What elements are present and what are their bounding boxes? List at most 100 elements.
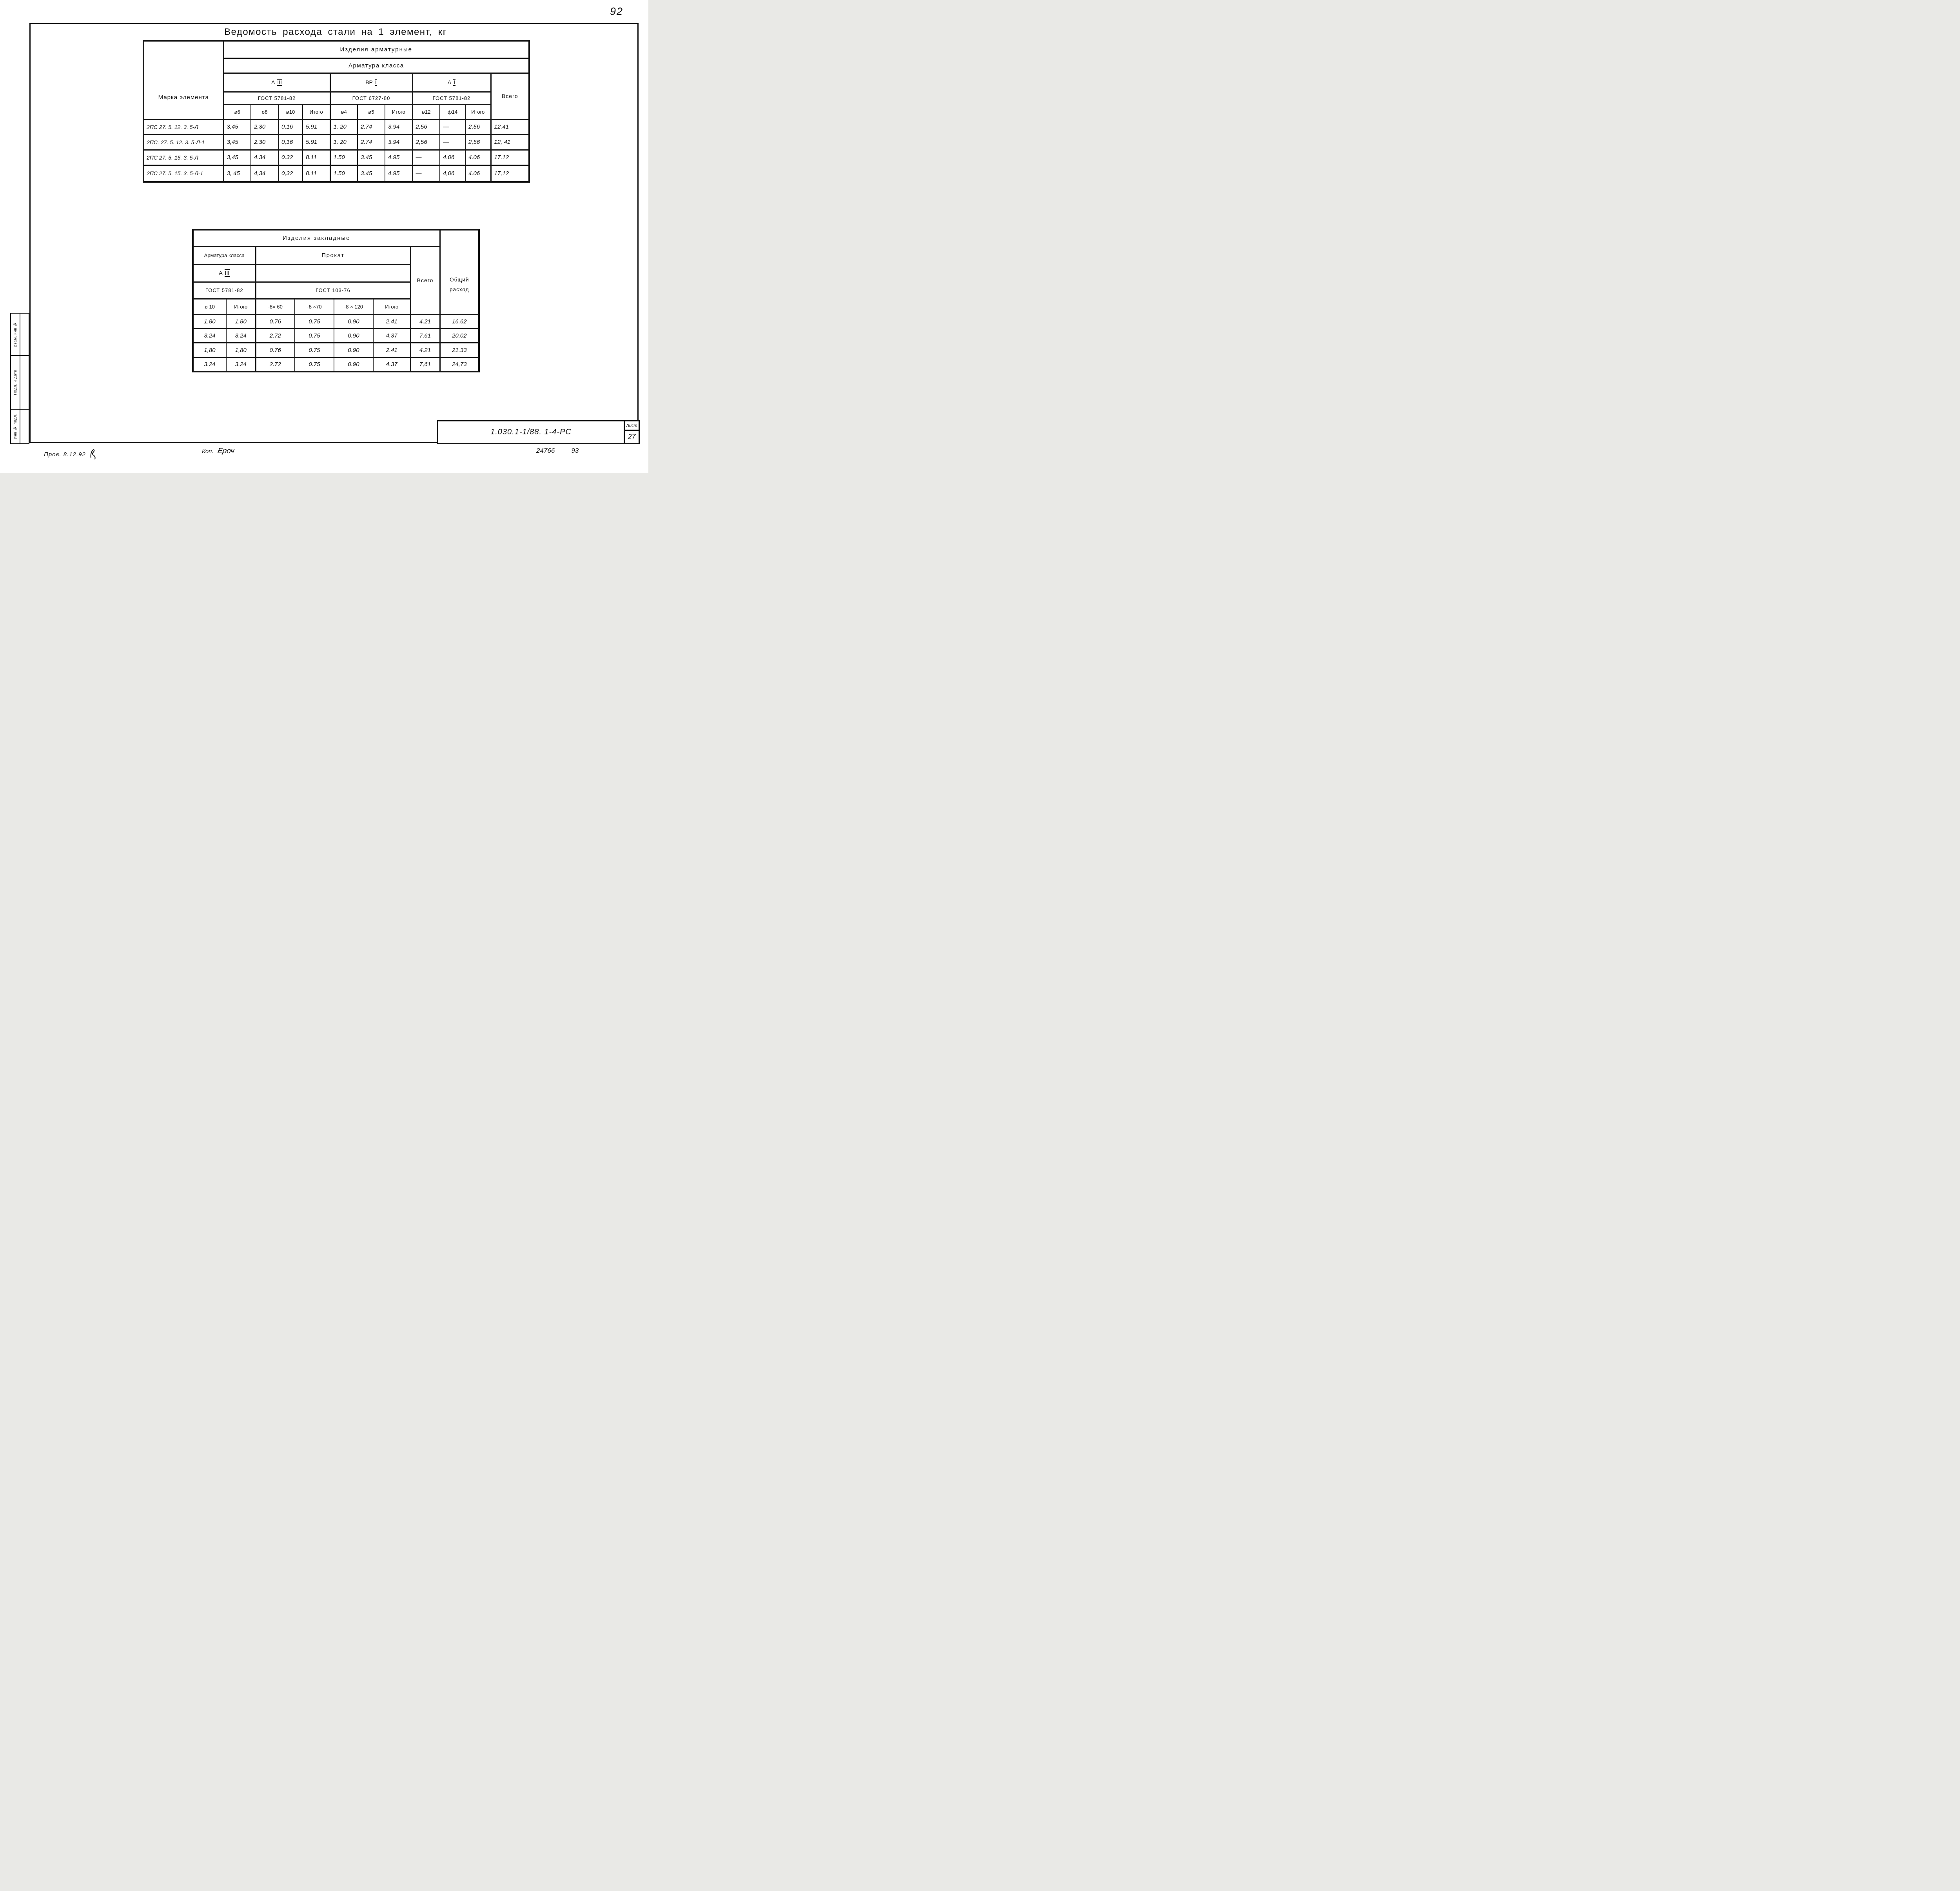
t1-data-cell: 2.74 xyxy=(357,118,385,135)
t1-data-cell: 3.45 xyxy=(357,149,385,166)
t1-gost-aiii: ГОСТ 5781-82 xyxy=(223,91,330,105)
t1-dia-col: ø4 xyxy=(329,103,358,120)
t1-data-cell: 12, 41 xyxy=(490,134,530,151)
copied-note-text: Коп. xyxy=(202,448,214,455)
margin-stamp-column: Взам. инв.№ Подп. и дата Инв.№ подл. xyxy=(10,313,29,444)
t1-row-mark: 2ПС 27. 5. 12. 3. 5-Л xyxy=(143,118,224,135)
t2-data-cell: 2.41 xyxy=(373,342,411,358)
t1-data-cell: 0,32 xyxy=(278,164,303,183)
t2-size-col: -8 ×70 xyxy=(294,298,334,315)
t1-data-cell: 2,56 xyxy=(412,118,440,135)
t1-data-cell: 17.12 xyxy=(490,149,530,166)
t1-header-total: Всего xyxy=(490,72,530,120)
t2-data-cell: 3.24 xyxy=(192,328,227,343)
t1-data-cell: 3, 45 xyxy=(223,164,251,183)
t1-data-cell: 1. 20 xyxy=(329,134,358,151)
t1-data-cell: 4.34 xyxy=(250,149,279,166)
t2-size-col: -8× 60 xyxy=(255,298,295,315)
stamp-podp-data: Подп. и дата xyxy=(10,355,29,410)
t1-class-aiii: А III xyxy=(223,72,330,93)
t1-dia-col: ø8 xyxy=(250,103,279,120)
t1-data-cell: 5.91 xyxy=(302,118,330,135)
t1-class-bpi: ВР I xyxy=(329,72,413,93)
checked-note-text: Пров. 8.12.92 xyxy=(44,451,86,458)
t1-class-bpi-letter: ВР xyxy=(365,79,373,85)
t1-data-cell: 4,06 xyxy=(439,164,466,183)
t1-class-aiii-roman: III xyxy=(277,78,282,86)
stamp-label-cell: Инв.№ подл. xyxy=(11,410,20,443)
t2-header-total: Всего xyxy=(410,245,441,315)
t1-data-cell: — xyxy=(412,164,440,183)
footer-codes: 24766 93 xyxy=(536,447,579,455)
stamp-blank-cell xyxy=(20,314,29,355)
t2-class-aiii: А III xyxy=(192,263,256,283)
t2-data-cell: 3.24 xyxy=(226,357,256,372)
t2-data-cell: 1.80 xyxy=(226,314,256,329)
t1-data-cell: 4.95 xyxy=(385,149,413,166)
t1-data-cell: 3,45 xyxy=(223,134,251,151)
t2-data-cell: 20,02 xyxy=(439,328,480,343)
stamp-inv-podl: Инв.№ подл. xyxy=(10,409,29,444)
t1-data-cell: 4.95 xyxy=(385,164,413,183)
t2-data-cell: 0.75 xyxy=(294,328,334,343)
stamp-vzam-inv-label: Взам. инв.№ xyxy=(13,321,18,347)
t1-data-cell: 1.50 xyxy=(329,164,358,183)
t2-data-cell: 2.72 xyxy=(255,328,295,343)
t2-data-cell: 0.75 xyxy=(294,342,334,358)
t1-data-cell: 0,16 xyxy=(278,134,303,151)
t1-dia-col: ø6 xyxy=(223,103,251,120)
t2-size-col: Итого xyxy=(373,298,411,315)
t1-gost-bpi: ГОСТ 6727-80 xyxy=(329,91,413,105)
t1-data-cell: 4.06 xyxy=(465,149,491,166)
t1-data-cell: 2,56 xyxy=(412,134,440,151)
t2-data-cell: 0.90 xyxy=(334,357,374,372)
stamp-blank-cell xyxy=(20,356,29,409)
sheet-number: 27 xyxy=(628,433,636,441)
t1-header-mark: Марка элемента xyxy=(143,40,224,120)
t1-dia-col: ф14 xyxy=(439,103,466,120)
t2-data-cell: 0.76 xyxy=(255,314,295,329)
t1-dia-col: Итого xyxy=(385,103,413,120)
stamp-podp-data-label: Подп. и дата xyxy=(13,370,18,395)
t1-class-ai-roman: I xyxy=(453,78,456,86)
t1-header-subgroup: Арматура класса xyxy=(223,57,530,74)
t1-data-cell: 1. 20 xyxy=(329,118,358,135)
stamp-vzam-inv: Взам. инв.№ xyxy=(10,313,29,356)
stamp-label-cell: Подп. и дата xyxy=(11,356,20,409)
page-number: 92 xyxy=(610,5,624,17)
sheet-number-box: Лист 27 xyxy=(624,421,639,443)
t1-class-ai-letter: А xyxy=(447,79,452,85)
t1-data-cell: 5.91 xyxy=(302,134,330,151)
stamp-label-cell: Взам. инв.№ xyxy=(11,314,20,355)
table1-title: Ведомость расхода стали на 1 элемент, кг xyxy=(224,27,447,37)
t2-dia-col: Итого xyxy=(226,298,256,315)
t2-data-cell: 4.21 xyxy=(410,342,441,358)
t1-data-cell: 4.06 xyxy=(439,149,466,166)
t1-data-cell: 4,34 xyxy=(250,164,279,183)
t1-data-cell: 2.30 xyxy=(250,134,279,151)
t2-data-cell: 0.75 xyxy=(294,357,334,372)
t1-data-cell: 8.11 xyxy=(302,164,330,183)
t1-data-cell: 3.94 xyxy=(385,118,413,135)
footer-page-code: 93 xyxy=(571,447,579,454)
t2-gost-left: ГОСТ 5781-82 xyxy=(192,281,256,299)
t2-data-cell: 21.33 xyxy=(439,342,480,358)
t1-row-mark: 2ПС. 27. 5. 12. 3. 5-Л-1 xyxy=(143,134,224,151)
t1-gost-ai: ГОСТ 5781-82 xyxy=(412,91,491,105)
t2-class-aiii-roman: III xyxy=(224,269,230,277)
t2-header-grand-total: Общий расход xyxy=(439,229,480,315)
t1-data-cell: 1.50 xyxy=(329,149,358,166)
t2-data-cell: 0.90 xyxy=(334,328,374,343)
steel-consumption-table: Марка элемента Изделия арматурные Армату… xyxy=(143,40,530,183)
t2-data-cell: 1,80 xyxy=(226,342,256,358)
t2-data-cell: 1,80 xyxy=(192,314,227,329)
t2-data-cell: 2.41 xyxy=(373,314,411,329)
t1-data-cell: 2.74 xyxy=(357,134,385,151)
t2-data-cell: 7,61 xyxy=(410,328,441,343)
t2-data-cell: 0.76 xyxy=(255,342,295,358)
t1-dia-col: Итого xyxy=(465,103,491,120)
copied-signature: Ероч xyxy=(216,447,235,455)
stamp-blank-cell xyxy=(20,410,29,443)
embedded-items-table: Изделия закладные Общий расход Арматура … xyxy=(192,229,480,372)
